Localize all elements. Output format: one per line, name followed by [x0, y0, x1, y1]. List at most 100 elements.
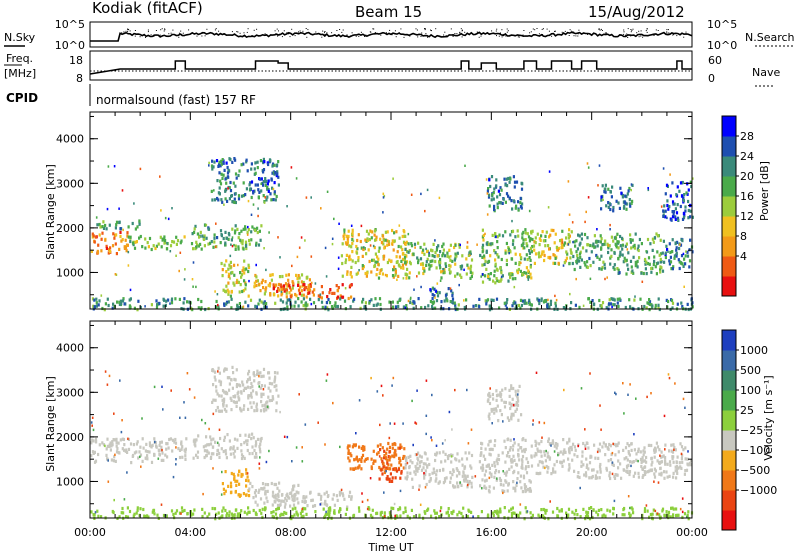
heatmap-cell — [664, 251, 667, 255]
heatmap-cell — [169, 302, 171, 305]
heatmap-cell — [643, 507, 647, 511]
heatmap-cell — [451, 428, 453, 431]
heatmap-cell — [322, 507, 325, 511]
heatmap-cell — [272, 397, 275, 401]
heatmap-cell — [395, 514, 398, 518]
heatmap-cell — [255, 442, 258, 446]
heatmap-cell — [205, 223, 208, 227]
heatmap-cell — [382, 192, 385, 195]
heatmap-cell — [616, 297, 619, 301]
heatmap-cell — [544, 511, 547, 515]
noise-search-dot — [217, 34, 219, 36]
heatmap-cell — [496, 246, 499, 250]
heatmap-cell — [617, 240, 620, 244]
heatmap-cell — [249, 386, 252, 390]
heatmap-cell — [435, 266, 438, 270]
heatmap-cell — [132, 453, 135, 458]
heatmap-cell — [517, 471, 520, 475]
heatmap-cell — [245, 484, 248, 488]
noise-strip: N.Sky 10^5 10^0 10^5 10^0 N.Search — [4, 18, 795, 52]
heatmap-cell — [219, 182, 223, 186]
heatmap-cell — [256, 166, 259, 170]
nave-tick-bottom: 0 — [708, 72, 715, 85]
heatmap-cell — [686, 515, 688, 519]
heatmap-cell — [372, 244, 375, 248]
heatmap-cell — [418, 464, 422, 468]
heatmap-cell — [169, 244, 173, 248]
heatmap-cell — [491, 242, 494, 246]
heatmap-cell — [463, 299, 465, 302]
heatmap-cell — [128, 304, 131, 308]
heatmap-cell — [591, 468, 594, 472]
noise-search-dot — [339, 29, 341, 30]
heatmap-cell — [383, 456, 386, 460]
heatmap-cell — [204, 223, 207, 227]
noise-search-dot — [346, 34, 348, 36]
heatmap-cell — [129, 239, 132, 244]
heatmap-cell — [293, 304, 296, 308]
heatmap-cell — [628, 444, 631, 448]
heatmap-cell — [232, 395, 235, 399]
heatmap-cell — [600, 267, 603, 271]
heatmap-cell — [251, 451, 254, 456]
heatmap-cell — [617, 459, 620, 463]
heatmap-cell — [252, 401, 255, 405]
heatmap-cell — [293, 513, 296, 517]
heatmap-cell — [424, 486, 427, 489]
heatmap-cell — [410, 193, 413, 196]
noise-search-dot — [373, 28, 375, 30]
heatmap-cell — [396, 250, 399, 254]
heatmap-cell — [608, 298, 611, 302]
heatmap-cell — [683, 214, 686, 218]
heatmap-cell — [524, 238, 527, 242]
heatmap-cell — [561, 229, 564, 233]
heatmap-cell — [513, 185, 516, 189]
heatmap-cell — [657, 305, 660, 309]
heatmap-cell — [639, 297, 642, 301]
heatmap-cell — [675, 251, 678, 255]
heatmap-cell — [203, 244, 206, 248]
heatmap-cell — [258, 282, 261, 286]
heatmap-cell — [500, 398, 503, 402]
colorbar-swatch — [722, 176, 736, 197]
heatmap-cell — [229, 452, 232, 456]
heatmap-cell — [571, 445, 573, 449]
heatmap-cell — [644, 267, 647, 271]
heatmap-cell — [232, 281, 235, 285]
heatmap-cell — [542, 239, 545, 243]
noise-search-dot — [264, 33, 266, 35]
heatmap-cell — [346, 505, 349, 509]
heatmap-cell — [92, 428, 95, 432]
heatmap-cell — [318, 295, 322, 299]
heatmap-cell — [641, 459, 644, 463]
heatmap-cell — [220, 162, 223, 166]
heatmap-cell — [257, 214, 259, 218]
noise-search-dot — [256, 28, 258, 30]
heatmap-cell — [691, 305, 694, 309]
heatmap-cell — [540, 508, 543, 512]
heatmap-cell — [164, 239, 167, 243]
heatmap-cell — [254, 500, 257, 504]
noise-search-dot — [452, 35, 454, 36]
heatmap-cell — [585, 474, 588, 478]
heatmap-cell — [348, 494, 351, 498]
heatmap-cell — [264, 180, 267, 184]
heatmap-cell — [436, 246, 439, 250]
heatmap-cell — [649, 242, 652, 246]
heatmap-cell — [119, 379, 121, 382]
heatmap-cell — [510, 257, 513, 261]
heatmap-cell — [453, 245, 456, 250]
colorbar-tick-label: 1000 — [740, 344, 768, 357]
heatmap-cell — [251, 445, 254, 449]
heatmap-cell — [258, 447, 262, 451]
heatmap-cell — [665, 510, 668, 514]
heatmap-cell — [565, 511, 568, 515]
heatmap-cell — [552, 228, 555, 233]
heatmap-cell — [370, 236, 373, 240]
heatmap-cell — [438, 291, 441, 295]
heatmap-cell — [661, 455, 664, 459]
heatmap-cell — [416, 469, 419, 473]
heatmap-cell — [158, 453, 161, 457]
heatmap-cell — [688, 259, 692, 263]
heatmap-cell — [317, 294, 320, 298]
